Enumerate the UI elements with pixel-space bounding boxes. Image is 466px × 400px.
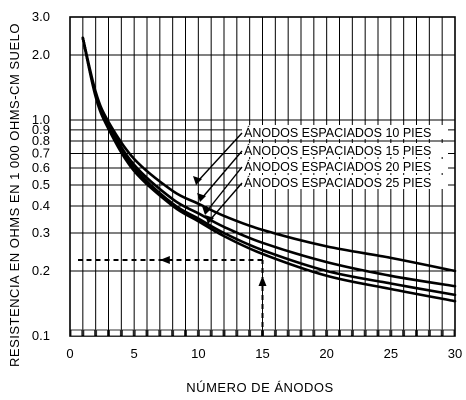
- axis-box: [224, 329, 237, 337]
- legend-bg: [242, 143, 448, 157]
- x-tick-label: 15: [255, 346, 269, 361]
- y-tick-label: 3.0: [32, 9, 50, 24]
- axis-box: [263, 329, 275, 337]
- axis-box: [314, 329, 327, 337]
- legend-leader: [209, 182, 243, 221]
- axis-box: [301, 329, 314, 337]
- axis-box: [160, 329, 173, 337]
- axis-box: [134, 329, 147, 337]
- axis-box: [391, 329, 404, 337]
- y-tick-label: 1.0: [32, 112, 50, 127]
- x-tick-label: 10: [191, 346, 205, 361]
- legend-bg: [242, 159, 448, 173]
- y-tick-label: 0.2: [32, 263, 50, 278]
- axis-box: [378, 329, 391, 337]
- axis-box: [198, 329, 211, 337]
- axis-box: [417, 329, 429, 337]
- legend-arrowhead: [205, 215, 214, 224]
- axis-box: [365, 329, 378, 337]
- series-line-4: [81, 36, 457, 303]
- legend-entry-3: ÁNODOS ESPACIADOS 20 PIES: [244, 159, 431, 174]
- axis-box: [147, 329, 160, 337]
- y-tick-label: 0.7: [32, 145, 50, 160]
- x-tick-label: 25: [384, 346, 398, 361]
- axis-box: [442, 329, 455, 337]
- axis-box: [109, 329, 121, 337]
- legend-bg: [242, 175, 448, 189]
- y-axis-label: RESISTENCIA EN OHMS EN 1 000 OHMS-CM SUE…: [7, 23, 22, 367]
- axis-box: [352, 329, 365, 337]
- axis-box: [250, 329, 262, 337]
- axis-box: [173, 329, 185, 337]
- x-tick-label: 20: [319, 346, 333, 361]
- y-tick-label: 0.4: [32, 198, 50, 213]
- axis-box: [237, 329, 250, 337]
- axis-box: [83, 329, 96, 337]
- legend-arrowhead: [202, 206, 211, 215]
- axis-box: [288, 329, 301, 337]
- y-tick-label: 0.3: [32, 225, 50, 240]
- axis-box: [275, 329, 288, 337]
- legend-leader: [206, 166, 243, 212]
- legend-arrowhead: [197, 193, 206, 202]
- legend-entry-1: ÁNODOS ESPACIADOS 10 PIES: [244, 125, 431, 140]
- series-lines: [81, 36, 457, 303]
- x-tick-label: 5: [131, 346, 138, 361]
- x-axis-label: NÚMERO DE ÁNODOS: [186, 380, 333, 395]
- axis-box: [121, 329, 134, 337]
- y-tick-label: 0.6: [32, 160, 50, 175]
- x-tick-label: 30: [448, 346, 462, 361]
- y-tick-label: 0.9: [32, 122, 50, 137]
- tick-labels: 0 5 10 15 20 25 30 3.0 2.0 1.00.90.80.70.6 0.5 0.4 0…: [32, 9, 462, 361]
- y-tick-label: 0.8: [32, 133, 50, 148]
- legend-entry-2: ÁNODOS ESPACIADOS 15 PIES: [244, 143, 431, 158]
- axis-box: [340, 329, 352, 337]
- axis-box: [211, 329, 224, 337]
- legend-bg: [242, 125, 448, 139]
- axis-box: [429, 329, 442, 337]
- legend-leader: [201, 150, 243, 199]
- legend: ÁNODOS ESPACIADOS 10 PIES ÁNODOS ESPACIAD…: [193, 125, 448, 224]
- legend-entry-4: ÁNODOS ESPACIADOS 25 PIES: [244, 175, 431, 190]
- annotation-arrow-left: [159, 255, 170, 264]
- y-tick-label: 2.0: [32, 47, 50, 62]
- y-tick-label: 0.5: [32, 177, 50, 192]
- axis-box: [96, 329, 108, 337]
- axis-box: [186, 329, 198, 337]
- y-tick-label: 0.1: [32, 328, 50, 343]
- axis-box: [70, 329, 83, 337]
- axis-box: [327, 329, 339, 337]
- annotation-arrow-up: [258, 276, 267, 286]
- x-tick-label: 0: [66, 346, 73, 361]
- annotation: [78, 255, 267, 336]
- axis-box: [404, 329, 416, 337]
- legend-leader: [197, 132, 243, 182]
- legend-arrowhead: [193, 176, 202, 185]
